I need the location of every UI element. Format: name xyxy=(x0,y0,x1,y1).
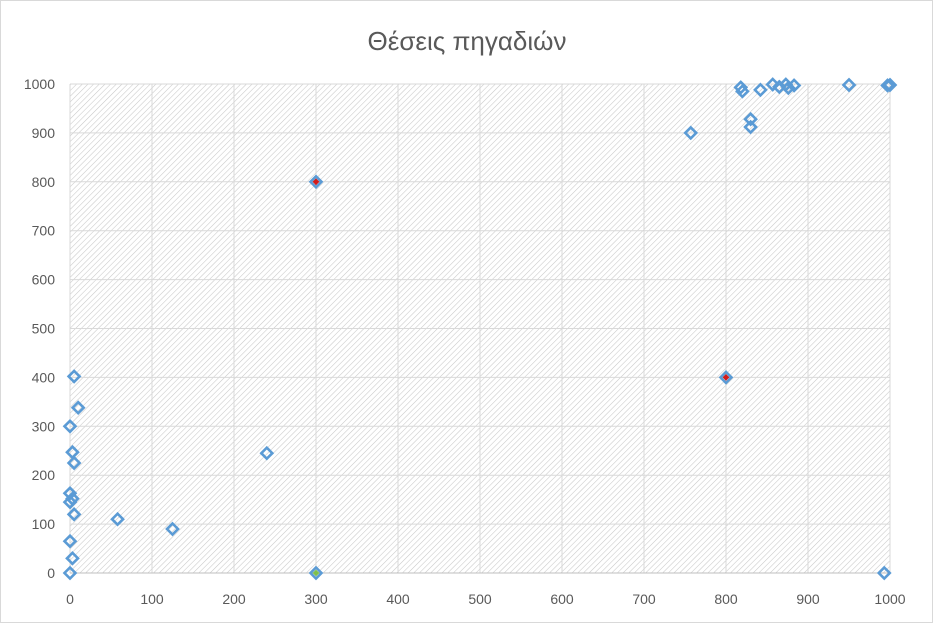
data-point xyxy=(62,565,78,581)
data-point xyxy=(780,80,796,96)
data-point xyxy=(308,174,324,190)
x-tick-label: 0 xyxy=(66,591,74,607)
data-point xyxy=(62,533,78,549)
data-point xyxy=(753,82,768,98)
chart-title: Θέσεις πηγαδιών xyxy=(368,26,567,56)
data-point xyxy=(66,455,82,471)
y-tick-label: 900 xyxy=(32,125,56,141)
data-point xyxy=(743,111,758,127)
data-point xyxy=(771,79,787,95)
y-tick-label: 100 xyxy=(32,516,56,532)
data-point xyxy=(65,444,80,460)
data-point xyxy=(718,370,734,385)
x-tick-label: 500 xyxy=(468,591,492,607)
x-tick-label: 800 xyxy=(714,591,738,607)
data-point xyxy=(66,369,82,384)
data-points xyxy=(62,77,898,581)
data-point xyxy=(66,506,82,522)
x-tick-label: 900 xyxy=(796,591,820,607)
data-point xyxy=(880,78,895,93)
x-tick-label: 400 xyxy=(386,591,410,607)
y-tick-label: 300 xyxy=(32,418,56,434)
data-point xyxy=(683,125,699,141)
x-tick-label: 100 xyxy=(140,591,164,607)
data-point xyxy=(841,77,857,93)
y-tick-label: 600 xyxy=(32,272,56,288)
x-tick-label: 1000 xyxy=(874,591,905,607)
y-tick-label: 800 xyxy=(32,174,56,190)
data-point xyxy=(259,445,275,461)
data-point xyxy=(70,400,86,416)
data-point xyxy=(110,511,125,527)
y-tick-label: 700 xyxy=(32,223,56,239)
x-tick-label: 200 xyxy=(222,591,246,607)
data-point xyxy=(786,78,802,93)
x-tick-label: 300 xyxy=(304,591,328,607)
y-tick-label: 500 xyxy=(32,321,56,337)
data-point xyxy=(65,550,80,566)
y-tick-label: 0 xyxy=(47,565,55,581)
data-point xyxy=(882,77,898,93)
data-point xyxy=(62,485,78,501)
highlighted-point xyxy=(722,374,730,381)
axis-labels: 0 100 200 300 400 500 600 700 800 900 1000 0 100 200 3… xyxy=(24,76,906,607)
data-point xyxy=(62,418,78,434)
y-tick-label: 1000 xyxy=(24,76,55,92)
data-point xyxy=(62,494,78,510)
data-point xyxy=(733,80,749,95)
x-tick-label: 600 xyxy=(550,591,574,607)
gridlines xyxy=(69,83,891,574)
highlighted-point xyxy=(312,569,320,577)
data-point xyxy=(165,521,180,537)
data-point xyxy=(308,565,324,581)
data-point xyxy=(876,565,892,581)
y-tick-label: 400 xyxy=(32,369,56,385)
data-point xyxy=(743,119,758,135)
highlighted-point xyxy=(312,178,320,186)
x-tick-label: 700 xyxy=(632,591,656,607)
y-tick-label: 200 xyxy=(32,467,56,483)
data-point xyxy=(735,83,750,99)
